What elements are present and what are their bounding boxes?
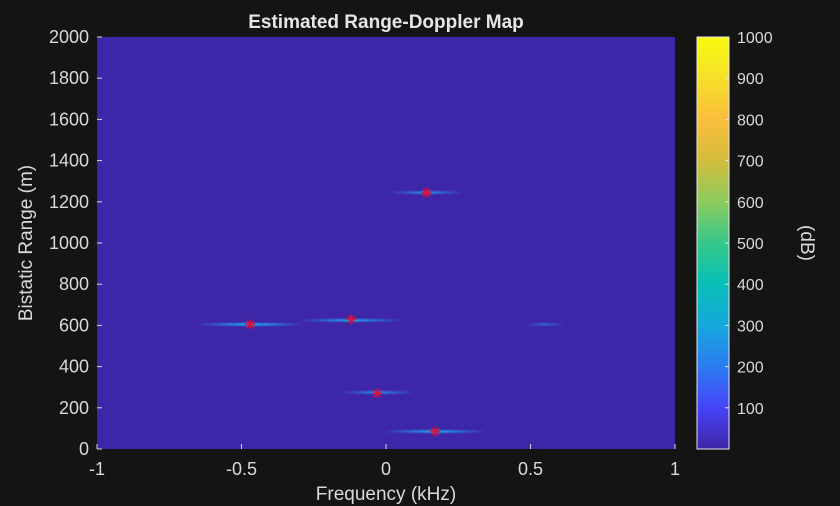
colorbar-tick-label: 500 — [737, 236, 764, 253]
y-tick-label: 1800 — [49, 68, 89, 88]
colorbar-tick-label: 1000 — [737, 30, 773, 47]
colorbar-tick-label: 300 — [737, 318, 764, 335]
y-tick-label: 400 — [59, 357, 89, 377]
chart-title: Estimated Range-Doppler Map — [248, 12, 524, 33]
plot-area — [97, 37, 675, 449]
target-marker-1 — [346, 314, 357, 325]
x-axis-ticks: -1 -0.5 0 0.5 1 — [89, 444, 680, 479]
colorbar-tick-label: 900 — [737, 71, 764, 88]
colorbar-tick-label: 100 — [737, 401, 764, 418]
y-tick-label: 2000 — [49, 27, 89, 47]
target-marker-3 — [372, 388, 383, 399]
x-tick-label: -0.5 — [226, 459, 257, 479]
y-axis-ticks: 0 200 400 600 800 1000 1200 1400 1600 1800 2000 — [49, 27, 102, 459]
x-tick-label: 0 — [381, 459, 391, 479]
colorbar-tick-label: 800 — [737, 112, 764, 129]
x-tick-label: -1 — [89, 459, 105, 479]
y-tick-label: 1200 — [49, 192, 89, 212]
y-tick-label: 800 — [59, 274, 89, 294]
colorbar-tick-label: 200 — [737, 360, 764, 377]
y-axis-label: Bistatic Range (m) — [16, 165, 37, 321]
target-marker-2 — [245, 319, 256, 330]
colorbar-ticks: 100 200 300 400 500 600 700 800 900 1000 — [725, 30, 773, 418]
colorbar-label: (dB) — [796, 225, 817, 261]
y-tick-label: 1600 — [49, 109, 89, 129]
target-marker-4 — [430, 426, 441, 437]
x-tick-label: 1 — [670, 459, 680, 479]
colorbar-tick-label: 400 — [737, 277, 764, 294]
y-tick-label: 600 — [59, 315, 89, 335]
x-tick-label: 0.5 — [518, 459, 543, 479]
colorbar — [696, 36, 730, 450]
y-tick-label: 0 — [79, 439, 89, 459]
marker-layer — [245, 187, 441, 437]
x-axis-label: Frequency (kHz) — [316, 484, 456, 505]
target-marker-0 — [421, 187, 432, 198]
y-tick-label: 1400 — [49, 151, 89, 171]
colorbar-tick-label: 600 — [737, 195, 764, 212]
colorbar-tick-label: 700 — [737, 154, 764, 171]
y-tick-label: 1000 — [49, 233, 89, 253]
y-tick-label: 200 — [59, 398, 89, 418]
streak-3 — [524, 323, 566, 326]
